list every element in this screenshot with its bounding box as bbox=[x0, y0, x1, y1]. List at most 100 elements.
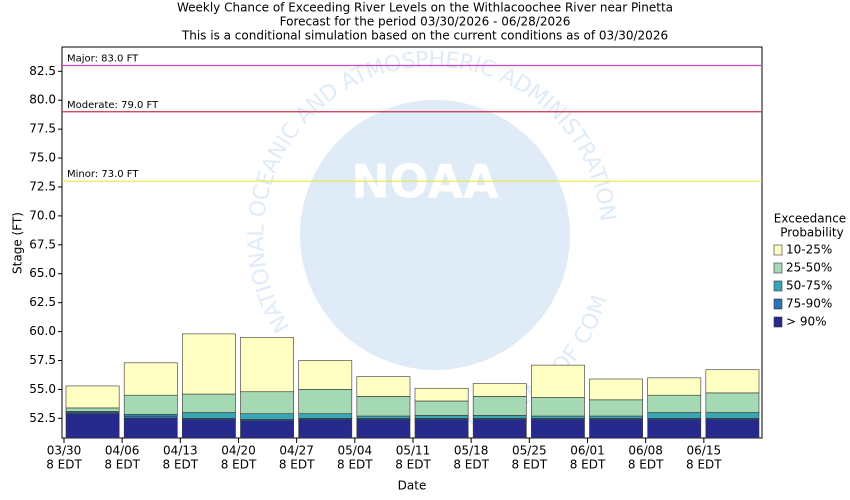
legend-title: Probability bbox=[780, 226, 843, 240]
bar-segment bbox=[240, 420, 294, 439]
bar-segment bbox=[298, 360, 353, 390]
x-tick-sublabel: 8 EDT bbox=[279, 458, 315, 472]
bar-segment bbox=[356, 419, 411, 439]
bar-segment bbox=[298, 413, 353, 419]
legend-label: > 90% bbox=[786, 315, 827, 329]
bar-segment bbox=[182, 412, 236, 419]
bar-segment bbox=[298, 389, 353, 415]
x-tick-label: 05/04 bbox=[338, 444, 373, 458]
bar-segment bbox=[705, 369, 760, 394]
x-tick-sublabel: 8 EDT bbox=[512, 458, 548, 472]
y-tick-label: 70.0 bbox=[29, 208, 56, 222]
x-axis-label: Date bbox=[398, 479, 427, 493]
legend-swatch bbox=[773, 316, 783, 328]
y-tick-label: 57.5 bbox=[29, 353, 56, 367]
x-tick-label: 04/13 bbox=[163, 444, 198, 458]
bar-segment bbox=[647, 412, 702, 419]
x-tick-sublabel: 8 EDT bbox=[628, 458, 664, 472]
bar-segment bbox=[414, 415, 469, 419]
bar-segment bbox=[531, 364, 585, 398]
bar-segment bbox=[647, 377, 702, 396]
y-tick-label: 72.5 bbox=[29, 179, 56, 193]
bar-segment bbox=[472, 415, 527, 419]
bar-segment bbox=[589, 419, 643, 439]
bar-segment bbox=[65, 385, 120, 409]
x-tick-label: 05/11 bbox=[396, 444, 431, 458]
bar-segment bbox=[240, 391, 294, 415]
bar-segment bbox=[356, 415, 411, 419]
bar-segment bbox=[531, 415, 585, 419]
legend-label: 50-75% bbox=[786, 279, 832, 293]
x-tick-label: 06/08 bbox=[628, 444, 663, 458]
x-tick-sublabel: 8 EDT bbox=[221, 458, 257, 472]
bar-segment bbox=[647, 419, 702, 439]
bar-segment bbox=[356, 376, 411, 397]
chart-note: This is a conditional simulation based o… bbox=[181, 29, 668, 43]
watermark-circle bbox=[300, 100, 570, 370]
y-axis-label: Stage (FT) bbox=[11, 212, 25, 274]
bar-segment bbox=[240, 413, 294, 420]
legend-label: 25-50% bbox=[786, 261, 832, 275]
bar-segment bbox=[472, 396, 527, 416]
x-tick-sublabel: 8 EDT bbox=[337, 458, 373, 472]
y-tick-label: 65.0 bbox=[29, 266, 56, 280]
bar-segment bbox=[65, 413, 120, 439]
legend-swatch bbox=[773, 244, 783, 256]
x-tick-sublabel: 8 EDT bbox=[104, 458, 140, 472]
legend-swatch bbox=[773, 280, 783, 292]
x-tick-label: 04/06 bbox=[105, 444, 140, 458]
bar-segment bbox=[65, 407, 120, 412]
x-tick-label: 06/15 bbox=[687, 444, 722, 458]
chart-title: Weekly Chance of Exceeding River Levels … bbox=[177, 1, 673, 15]
bar-segment bbox=[705, 392, 760, 413]
legend-label: 10-25% bbox=[786, 243, 832, 257]
x-tick-sublabel: 8 EDT bbox=[570, 458, 606, 472]
bar-segment bbox=[414, 400, 469, 416]
x-tick-label: 03/30 bbox=[47, 444, 82, 458]
y-tick-label: 75.0 bbox=[29, 151, 56, 165]
y-tick-label: 82.5 bbox=[29, 64, 56, 78]
x-tick-label: 05/18 bbox=[454, 444, 489, 458]
bar-segment bbox=[356, 396, 411, 417]
y-tick-label: 62.5 bbox=[29, 295, 56, 309]
bar-segment bbox=[531, 397, 585, 417]
bar-segment bbox=[298, 419, 353, 439]
bar-segment bbox=[472, 383, 527, 397]
x-tick-sublabel: 8 EDT bbox=[686, 458, 722, 472]
y-tick-label: 52.5 bbox=[29, 411, 56, 425]
bar-segment bbox=[589, 378, 643, 401]
legend-label: 75-90% bbox=[786, 297, 832, 311]
x-tick-sublabel: 8 EDT bbox=[163, 458, 199, 472]
bar-segment bbox=[240, 337, 294, 393]
bar-segment bbox=[182, 393, 236, 413]
threshold-label: Minor: 73.0 FT bbox=[67, 169, 139, 180]
bar-segment bbox=[589, 415, 643, 419]
plot-area bbox=[61, 46, 763, 439]
y-tick-label: 77.5 bbox=[29, 122, 56, 136]
x-tick-sublabel: 8 EDT bbox=[395, 458, 431, 472]
x-tick-label: 04/27 bbox=[279, 444, 314, 458]
bar-segment bbox=[123, 415, 178, 419]
y-tick-label: 55.0 bbox=[29, 382, 56, 396]
y-tick-label: 67.5 bbox=[29, 237, 56, 251]
bar-segment bbox=[182, 419, 236, 439]
x-tick-label: 05/25 bbox=[512, 444, 547, 458]
bar-segment bbox=[705, 412, 760, 419]
chart-subtitle: Forecast for the period 03/30/2026 - 06/… bbox=[280, 15, 571, 29]
x-tick-sublabel: 8 EDT bbox=[453, 458, 489, 472]
bar-segment bbox=[414, 387, 469, 402]
bar-segment bbox=[123, 362, 178, 396]
bar-segment bbox=[414, 419, 469, 439]
y-tick-label: 60.0 bbox=[29, 324, 56, 338]
bar-segment bbox=[647, 394, 702, 413]
bar-segment bbox=[531, 419, 585, 439]
bar-segment bbox=[182, 333, 236, 395]
y-tick-label: 80.0 bbox=[29, 93, 56, 107]
legend-swatch bbox=[773, 262, 783, 274]
bar-segment bbox=[705, 419, 760, 439]
bar-segment bbox=[123, 394, 178, 415]
threshold-label: Major: 83.0 FT bbox=[67, 54, 139, 65]
x-tick-label: 06/01 bbox=[570, 444, 605, 458]
x-tick-sublabel: 8 EDT bbox=[46, 458, 82, 472]
